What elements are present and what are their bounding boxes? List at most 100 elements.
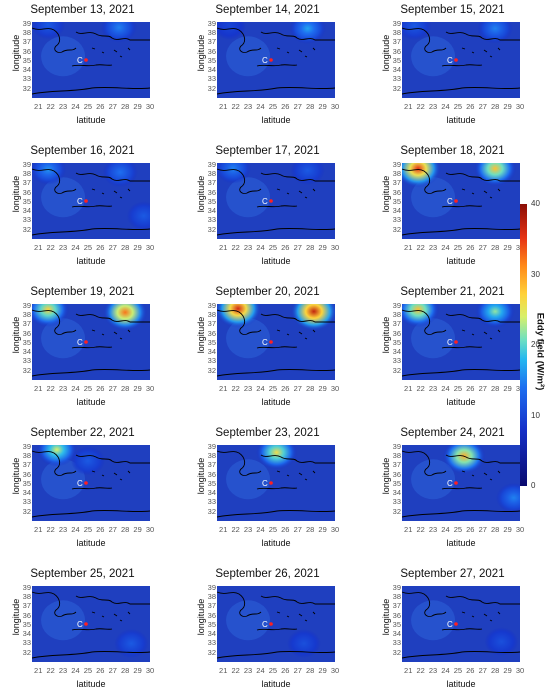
- coastline: [71, 205, 113, 208]
- coastline: [71, 487, 113, 490]
- coastline: [91, 47, 131, 58]
- station-marker: [84, 622, 88, 626]
- y-tick-label: 39: [207, 159, 216, 169]
- x-tick-label: 24: [256, 666, 265, 675]
- y-tick-label: 32: [207, 506, 216, 516]
- x-tick-label: 29: [318, 243, 327, 252]
- x-tick-label: 26: [281, 243, 290, 252]
- hotspot: [126, 201, 150, 231]
- x-tick-label: 27: [108, 384, 117, 393]
- coastline: [276, 188, 316, 199]
- y-tick-label: 38: [22, 28, 31, 38]
- x-tick-label: 26: [466, 102, 475, 111]
- y-tick-label: 39: [207, 18, 216, 28]
- coastline: [217, 509, 335, 518]
- y-tick-label: 33: [392, 74, 401, 84]
- x-axis-label: latitude: [446, 679, 476, 689]
- hotspot: [477, 22, 513, 44]
- x-tick-label: 22: [46, 243, 55, 252]
- field-band: [226, 36, 271, 77]
- heatmap-svg: C: [402, 586, 520, 662]
- coastline: [256, 487, 298, 490]
- y-tick-label: 36: [22, 469, 31, 479]
- x-axis-label: latitude: [76, 397, 106, 407]
- x-tick-label: 28: [305, 102, 315, 111]
- x-tick-label: 24: [441, 243, 450, 252]
- coastline: [75, 595, 150, 605]
- station-marker: [84, 58, 88, 62]
- y-tick-label: 37: [22, 319, 31, 329]
- x-tick-label: 27: [478, 243, 487, 252]
- y-tick-label: 32: [207, 224, 216, 234]
- heatmap-svg: C: [217, 163, 335, 239]
- x-tick-label: 28: [490, 102, 500, 111]
- x-tick-label: 28: [490, 525, 500, 534]
- x-tick-label: 30: [145, 666, 155, 675]
- hotspot: [70, 446, 105, 476]
- y-tick-label: 36: [392, 46, 401, 56]
- x-tick-label: 23: [243, 666, 253, 675]
- heatmap-plot: C: [402, 163, 520, 239]
- hotspot: [484, 627, 519, 656]
- x-tick-label: 21: [219, 243, 228, 252]
- heatmap-plot: C: [32, 304, 150, 380]
- x-tick-label: 25: [268, 102, 278, 111]
- y-tick-label: 39: [392, 441, 401, 451]
- panel: September 19, 2021 C 39 38 37 36 35 34 33 32 21 22 2…: [0, 286, 170, 418]
- y-tick-label: 37: [392, 460, 401, 470]
- x-tick-label: 23: [428, 666, 438, 675]
- coastline: [260, 31, 335, 41]
- y-tick-label: 39: [207, 441, 216, 451]
- panel: September 20, 2021 C 39 38 37 36 35 34 33 32 21 22 2…: [185, 286, 355, 418]
- x-tick-label: 30: [515, 525, 525, 534]
- x-tick-label: 21: [219, 525, 228, 534]
- x-tick-label: 23: [428, 525, 438, 534]
- station-marker: [269, 199, 273, 203]
- x-tick-label: 30: [330, 243, 340, 252]
- x-tick-label: 28: [120, 666, 130, 675]
- y-tick-label: 32: [392, 506, 401, 516]
- y-tick-label: 34: [392, 206, 401, 216]
- heatmap-plot: C: [217, 586, 335, 662]
- x-tick-label: 23: [58, 666, 68, 675]
- x-axis-label: latitude: [261, 538, 291, 548]
- hotspot: [32, 163, 67, 185]
- panel-title: September 27, 2021: [400, 568, 505, 580]
- station-marker: [454, 481, 458, 485]
- coastline: [402, 227, 520, 236]
- x-tick-label: 24: [441, 102, 450, 111]
- panel-title: September 15, 2021: [400, 4, 505, 16]
- coastline: [441, 487, 483, 490]
- coastline: [441, 346, 483, 349]
- x-tick-label: 25: [268, 666, 278, 675]
- y-tick-label: 32: [22, 647, 31, 657]
- coastline: [276, 47, 316, 58]
- panel-title: September 16, 2021: [30, 145, 135, 157]
- y-tick-label: 36: [22, 328, 31, 338]
- field-band: [411, 36, 456, 77]
- x-tick-label: 27: [293, 525, 302, 534]
- y-tick-label: 33: [392, 356, 401, 366]
- x-tick-label: 27: [293, 666, 302, 675]
- coastline: [217, 86, 335, 95]
- x-tick-label: 26: [281, 525, 290, 534]
- panel-title: September 17, 2021: [215, 145, 320, 157]
- marker-label: C: [262, 56, 268, 65]
- y-tick-label: 35: [207, 619, 216, 629]
- x-tick-label: 22: [416, 384, 425, 393]
- field-band: [411, 177, 456, 218]
- x-tick-label: 28: [305, 666, 315, 675]
- panel: September 17, 2021 C 39 38 37 36 35 34 33 32 21 22 2…: [185, 145, 355, 277]
- panel-title: September 24, 2021: [400, 427, 505, 439]
- y-tick-label: 33: [22, 638, 31, 648]
- hotspot: [103, 304, 148, 331]
- y-tick-label: 39: [392, 300, 401, 310]
- y-tick-label: 37: [392, 601, 401, 611]
- coastline: [276, 470, 316, 481]
- panel: September 13, 2021 C 39 38 37 36 35 34 33 32 21 22 2…: [0, 4, 170, 136]
- coastline: [402, 27, 447, 53]
- marker-label: C: [77, 197, 83, 206]
- x-tick-label: 30: [330, 666, 340, 675]
- y-tick-label: 32: [22, 224, 31, 234]
- y-tick-label: 32: [392, 83, 401, 93]
